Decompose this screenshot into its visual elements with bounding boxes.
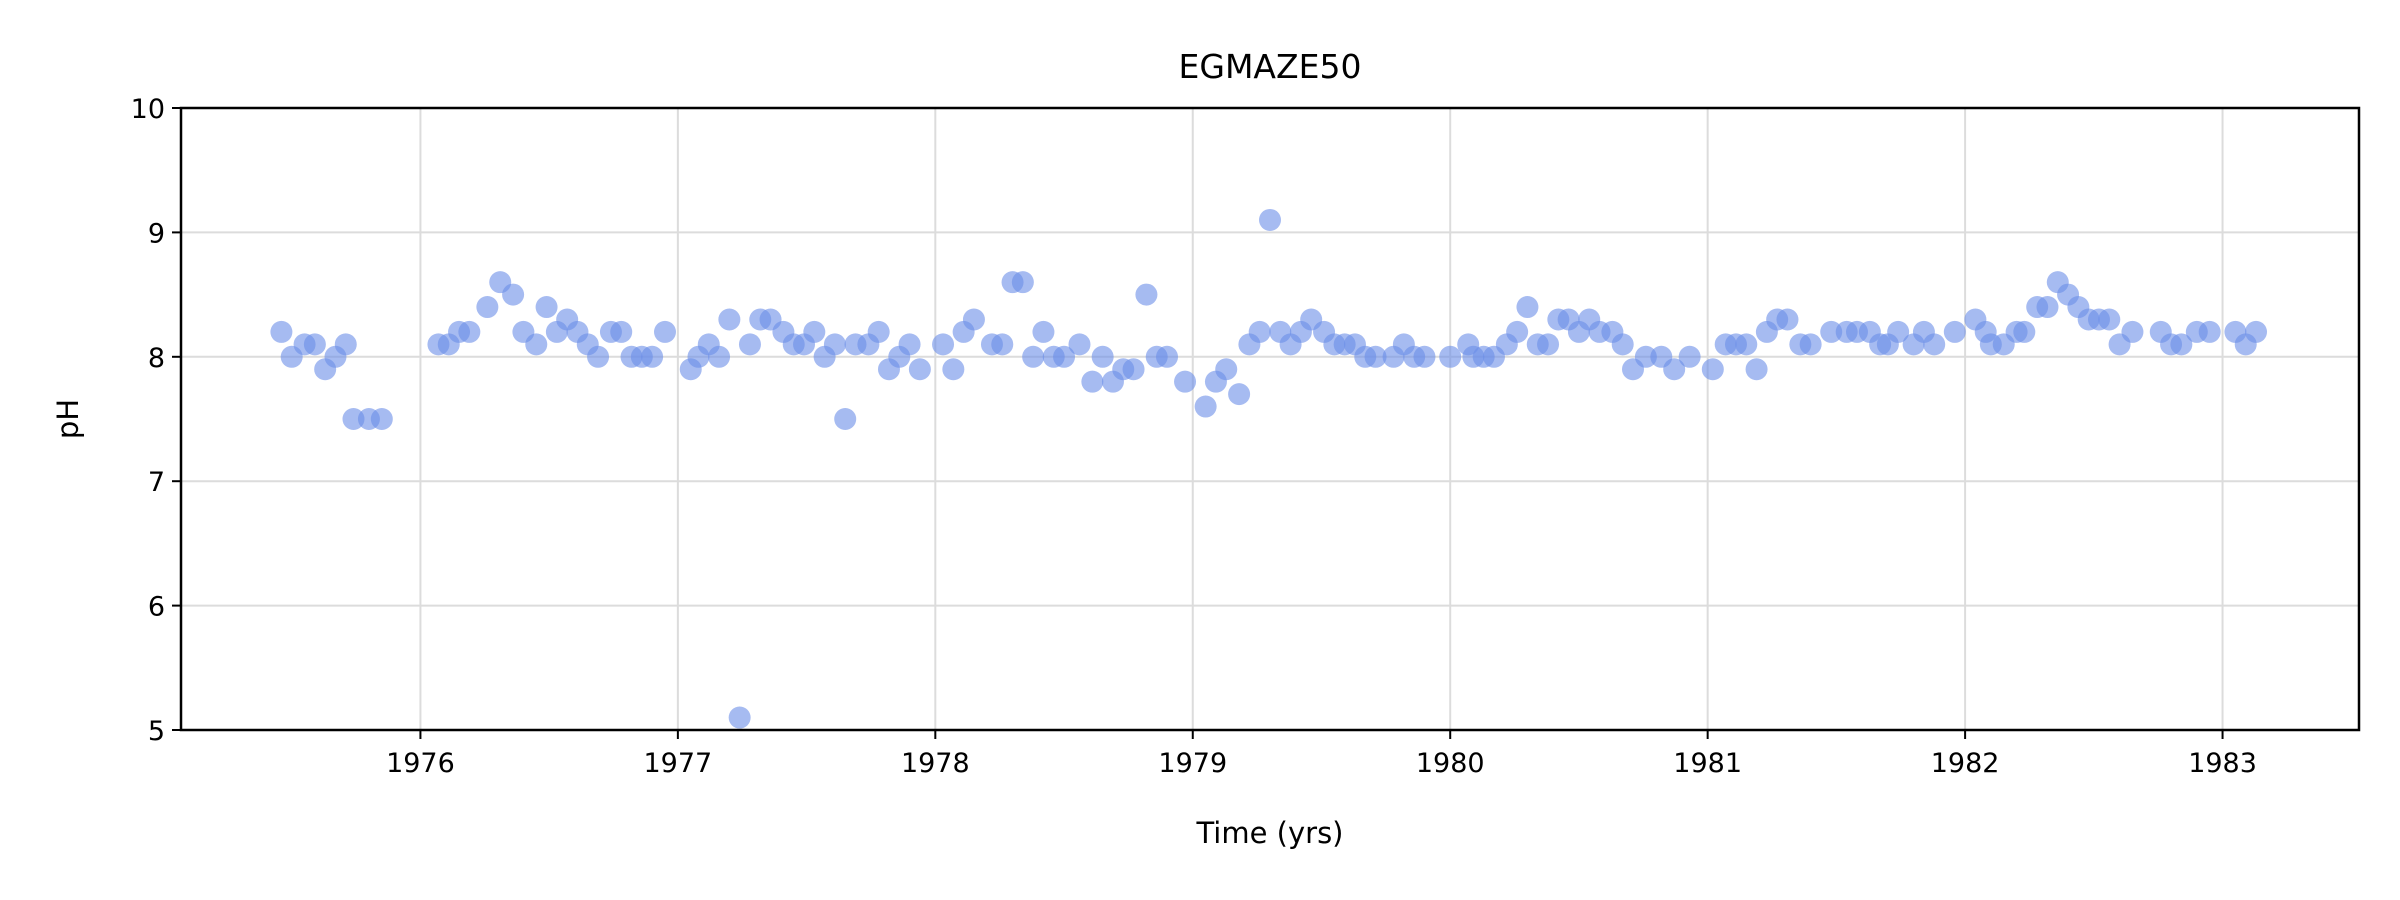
x-tick-label: 1977 — [644, 748, 713, 779]
x-tick-label: 1982 — [1931, 748, 2000, 779]
data-point — [1135, 283, 1158, 306]
data-point — [370, 408, 393, 430]
data-point — [1068, 333, 1091, 356]
data-point — [2098, 308, 2121, 331]
x-tick-label: 1981 — [1673, 748, 1742, 779]
data-point — [1174, 370, 1197, 393]
data-point — [587, 345, 610, 368]
data-point — [1413, 345, 1436, 368]
data-point — [1156, 345, 1179, 368]
data-point — [1506, 320, 1529, 343]
plot-frame — [179, 106, 2361, 732]
y-tick-label: 6 — [148, 592, 165, 623]
data-points — [270, 208, 2268, 729]
data-point — [1215, 358, 1238, 381]
data-point — [718, 308, 741, 331]
data-point — [1228, 383, 1251, 406]
data-point — [2198, 320, 2221, 343]
data-point — [2245, 320, 2268, 343]
data-point — [942, 358, 965, 381]
data-point — [1923, 333, 1946, 356]
y-tick-label: 7 — [148, 467, 165, 498]
axis-ticks: 1976 1977 1978 1979 1980 1981 1982 1983 5 6 7 8 9 10 — [131, 94, 2257, 779]
data-point — [610, 320, 633, 343]
data-point — [654, 320, 676, 343]
data-point — [334, 333, 357, 356]
data-point — [535, 296, 558, 319]
data-point — [1887, 320, 1910, 343]
chart-title: EGMAZE50 — [1179, 47, 1362, 86]
data-point — [738, 333, 761, 356]
data-point — [1745, 358, 1768, 381]
grid-lines — [181, 107, 2359, 731]
data-point — [1022, 345, 1045, 368]
data-point — [342, 408, 365, 430]
data-point — [1194, 395, 1217, 418]
y-tick-label: 5 — [148, 716, 165, 747]
data-point — [1735, 333, 1758, 356]
data-point — [898, 333, 921, 356]
y-axis-label: pH — [51, 399, 85, 439]
x-axis-label: Time (yrs) — [1195, 816, 1343, 850]
data-point — [525, 333, 548, 356]
data-point — [708, 345, 731, 368]
data-point — [1663, 358, 1686, 381]
data-point — [991, 333, 1014, 356]
data-point — [270, 320, 293, 343]
x-tick-label: 1976 — [386, 748, 455, 779]
data-point — [1259, 208, 1281, 231]
data-point — [1634, 345, 1657, 368]
data-point — [458, 320, 481, 343]
x-tick-label: 1978 — [901, 748, 970, 779]
data-point — [1032, 320, 1055, 343]
data-point — [1516, 296, 1539, 319]
data-point — [1053, 345, 1076, 368]
data-point — [1611, 333, 1634, 356]
data-point — [1776, 308, 1799, 331]
data-point — [2121, 320, 2144, 343]
y-tick-label: 10 — [131, 94, 165, 125]
data-point — [1799, 333, 1822, 356]
data-point — [908, 358, 931, 381]
data-point — [823, 333, 846, 356]
data-point — [962, 308, 985, 331]
y-tick-label: 8 — [148, 343, 165, 374]
data-point — [1439, 345, 1462, 368]
data-point — [502, 283, 525, 306]
data-point — [1820, 320, 1843, 343]
data-point — [1364, 345, 1387, 368]
data-point — [867, 320, 890, 343]
data-point — [1943, 320, 1966, 343]
data-point — [1081, 370, 1104, 393]
data-point — [728, 706, 751, 729]
data-point — [1248, 320, 1271, 343]
data-point — [1678, 345, 1701, 368]
data-point — [1701, 358, 1724, 381]
data-point — [476, 296, 499, 319]
x-tick-label: 1980 — [1416, 748, 1485, 779]
data-point — [2036, 296, 2059, 319]
y-tick-label: 9 — [148, 218, 165, 249]
data-point — [1091, 345, 1114, 368]
data-point — [803, 320, 826, 343]
data-point — [1122, 358, 1145, 381]
data-point — [641, 345, 664, 368]
x-tick-label: 1983 — [2188, 748, 2257, 779]
data-point — [1011, 271, 1034, 294]
data-point — [2170, 333, 2193, 356]
data-point — [834, 408, 857, 430]
data-point — [1537, 333, 1560, 356]
data-point — [2013, 320, 2036, 343]
x-tick-label: 1979 — [1158, 748, 1227, 779]
data-point — [932, 333, 955, 356]
data-point — [303, 333, 326, 356]
